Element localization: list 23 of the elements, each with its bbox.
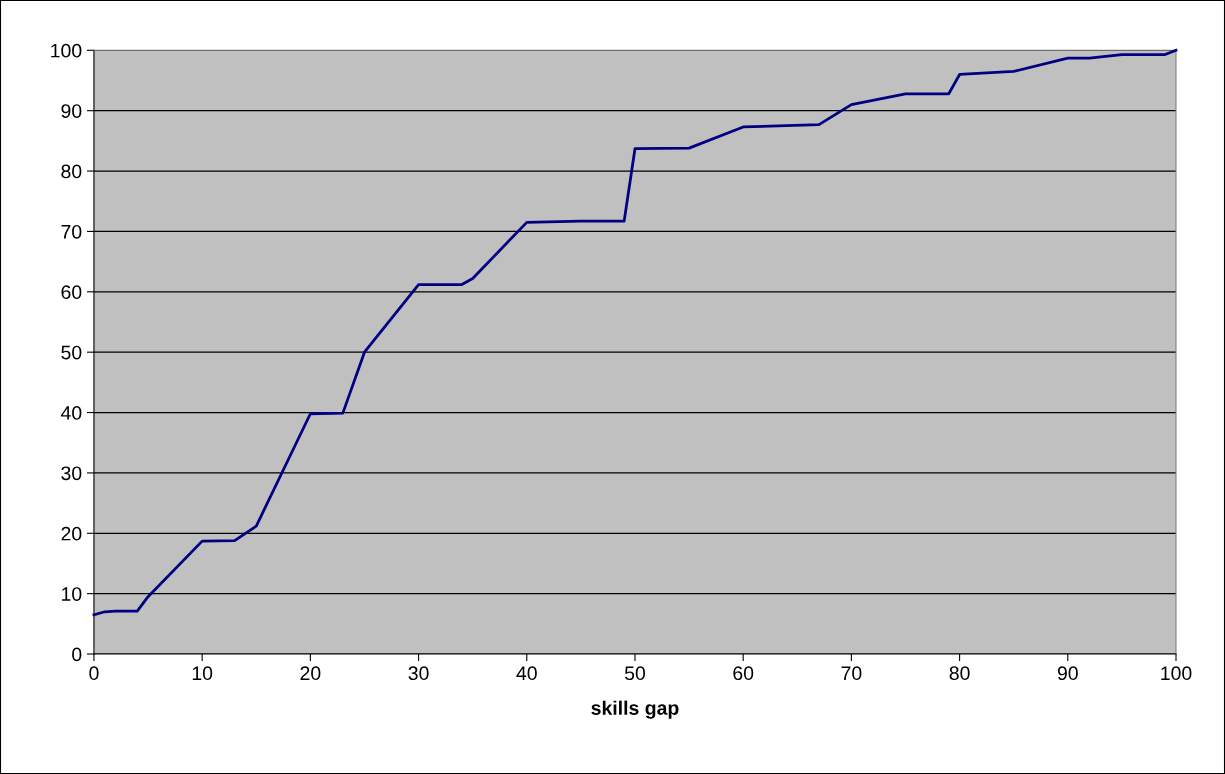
- x-tick-label: 50: [624, 666, 646, 681]
- x-tick-label: 90: [1057, 666, 1078, 681]
- y-tick-label: 20: [61, 526, 82, 541]
- x-tick-label: 30: [408, 666, 429, 681]
- x-axis-title: skills gap: [591, 700, 679, 719]
- y-tick-label: 10: [62, 587, 82, 601]
- x-tick-label: 10: [192, 666, 213, 681]
- y-tick-label: 70: [61, 224, 82, 239]
- y-tick-label: 30: [61, 466, 82, 481]
- y-tick-label: 90: [61, 104, 82, 118]
- x-tick-label: 20: [300, 666, 321, 681]
- y-tick-label: 40: [60, 406, 82, 420]
- y-tick-label: 80: [61, 164, 82, 179]
- y-tick-label: 100: [51, 43, 82, 58]
- y-tick-label: 50: [61, 345, 82, 360]
- x-tick-label: 70: [841, 666, 862, 681]
- x-tick-label: 80: [949, 666, 970, 681]
- x-tick-label: 100: [1161, 666, 1192, 681]
- y-tick-label: 60: [61, 285, 82, 300]
- x-tick-label: 60: [733, 666, 754, 681]
- y-tick-label: 0: [72, 647, 82, 662]
- x-tick-label: 0: [89, 666, 99, 681]
- x-tick-label: 40: [516, 666, 537, 681]
